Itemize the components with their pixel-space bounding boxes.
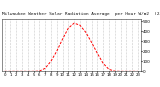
Text: Milwaukee Weather Solar Radiation Average  per Hour W/m2  (24 Hours): Milwaukee Weather Solar Radiation Averag… (2, 12, 160, 16)
